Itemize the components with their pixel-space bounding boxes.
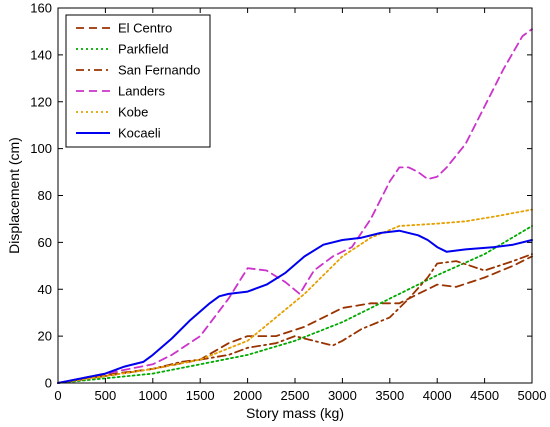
legend-label: Kobe	[118, 105, 148, 120]
y-tick-label: 140	[30, 47, 52, 62]
y-tick-label: 0	[45, 376, 52, 391]
y-tick-label: 20	[38, 329, 52, 344]
x-tick-label: 3000	[328, 388, 357, 403]
y-tick-label: 80	[38, 188, 52, 203]
axis-ticks: 0 500 1000 1500 2000 2500 3000 3500 4000 4500 5000…	[30, 1, 546, 404]
series-line-kobe	[57, 208, 533, 384]
x-tick-label: 1500	[186, 388, 215, 403]
series-line-san-fernando	[57, 253, 533, 384]
y-tick-label: 40	[38, 282, 52, 297]
x-tick-label: 0	[54, 388, 61, 403]
legend: El Centro Parkfield San Fernando Landers Kob…	[65, 14, 211, 148]
x-tick-label: 500	[95, 388, 117, 403]
legend-label: Kocaeli	[118, 126, 161, 141]
legend-label: El Centro	[118, 21, 172, 36]
x-tick-label: 2500	[281, 388, 310, 403]
legend-label: Parkfield	[118, 42, 169, 57]
legend-label: Landers	[118, 84, 165, 99]
x-tick-label: 4500	[470, 388, 499, 403]
y-tick-label: 60	[38, 235, 52, 250]
x-tick-label: 4000	[423, 388, 452, 403]
x-tick-label: 3500	[375, 388, 404, 403]
series-layer	[57, 28, 533, 384]
series-line-parkfield	[57, 225, 533, 384]
x-tick-label: 2000	[233, 388, 262, 403]
series-line-kocaeli	[57, 229, 533, 384]
series-line-landers	[57, 28, 533, 384]
y-tick-label: 120	[30, 94, 52, 109]
y-tick-label: 160	[30, 1, 52, 16]
y-axis-label: Displacement (cm)	[6, 137, 22, 254]
legend-label: San Fernando	[118, 63, 200, 78]
legend-box	[65, 14, 211, 148]
x-tick-label: 1000	[138, 388, 167, 403]
x-axis-label: Story mass (kg)	[246, 405, 344, 421]
y-tick-label: 100	[30, 141, 52, 156]
x-tick-label: 5000	[518, 388, 547, 403]
